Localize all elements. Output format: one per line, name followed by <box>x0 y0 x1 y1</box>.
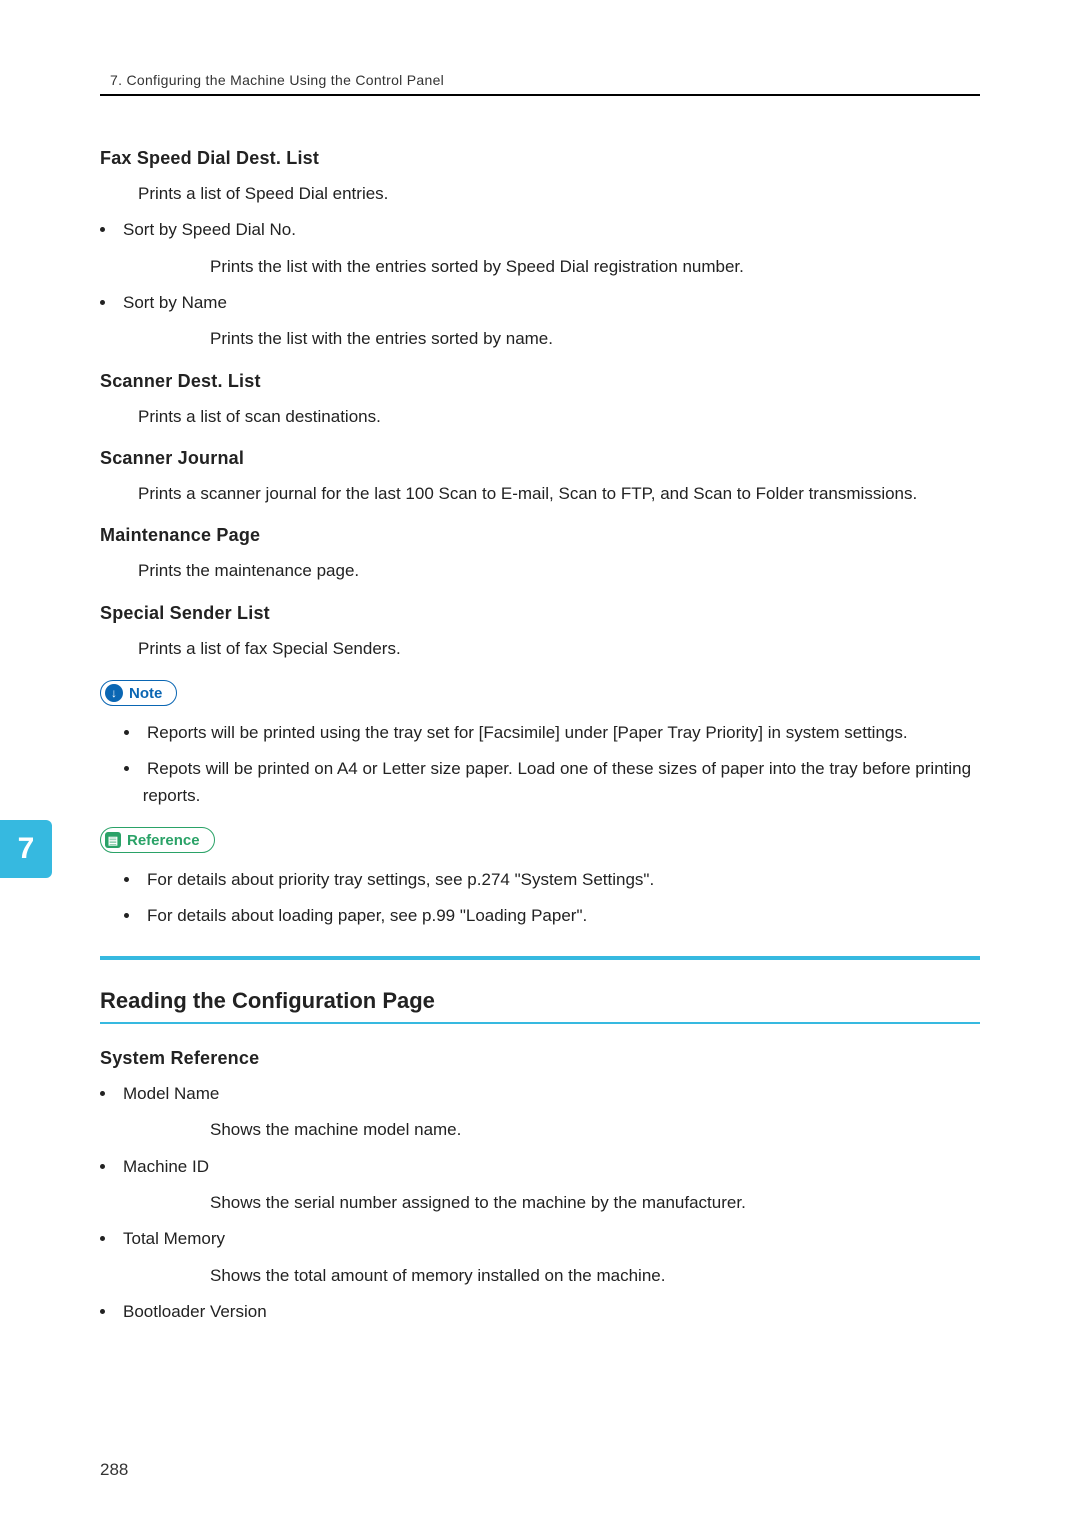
reference-callout: ▤ Reference <box>100 827 215 853</box>
list-item: Total Memory <box>100 1226 980 1252</box>
list-item: Model Name <box>100 1081 980 1107</box>
term-scanner-dest: Scanner Dest. List <box>100 371 980 392</box>
term-fax-speed-dial: Fax Speed Dial Dest. List <box>100 148 980 169</box>
list-item: Machine ID <box>100 1154 980 1180</box>
list-item: For details about loading paper, see p.9… <box>124 903 980 929</box>
reference-icon: ▤ <box>105 832 121 848</box>
maintenance-desc: Prints the maintenance page. <box>138 558 980 584</box>
fax-item-desc: Prints the list with the entries sorted … <box>210 326 980 352</box>
list-item: Sort by Name <box>100 290 980 316</box>
sysref-list: Bootloader Version <box>100 1299 980 1325</box>
sysref-desc: Shows the total amount of memory install… <box>210 1263 980 1289</box>
running-head: 7. Configuring the Machine Using the Con… <box>110 72 980 88</box>
term-maintenance: Maintenance Page <box>100 525 980 546</box>
note-callout: ↓ Note <box>100 680 177 706</box>
down-arrow-icon: ↓ <box>105 684 123 702</box>
sysref-desc: Shows the serial number assigned to the … <box>210 1190 980 1216</box>
scanner-dest-desc: Prints a list of scan destinations. <box>138 404 980 430</box>
list-item: For details about priority tray settings… <box>124 867 980 893</box>
reference-list: For details about priority tray settings… <box>124 867 980 930</box>
header-rule <box>100 94 980 96</box>
scanner-journal-desc: Prints a scanner journal for the last 10… <box>138 481 980 507</box>
fax-intro: Prints a list of Speed Dial entries. <box>138 181 980 207</box>
term-scanner-journal: Scanner Journal <box>100 448 980 469</box>
list-item: Sort by Speed Dial No. <box>100 217 980 243</box>
term-special-sender: Special Sender List <box>100 603 980 624</box>
sysref-list: Machine ID <box>100 1154 980 1180</box>
section-rule-bottom <box>100 1022 980 1024</box>
term-system-reference: System Reference <box>100 1048 980 1069</box>
list-item: Bootloader Version <box>100 1299 980 1325</box>
fax-item-list: Sort by Name <box>100 290 980 316</box>
fax-item-list: Sort by Speed Dial No. <box>100 217 980 243</box>
fax-item-desc: Prints the list with the entries sorted … <box>210 254 980 280</box>
note-label: Note <box>129 685 162 702</box>
page-number: 288 <box>100 1460 128 1480</box>
list-item: Reports will be printed using the tray s… <box>124 720 980 746</box>
section-heading: Reading the Configuration Page <box>100 988 980 1014</box>
page: 7 7. Configuring the Machine Using the C… <box>0 0 1080 1532</box>
sysref-desc: Shows the machine model name. <box>210 1117 980 1143</box>
sysref-list: Model Name <box>100 1081 980 1107</box>
special-sender-desc: Prints a list of fax Special Senders. <box>138 636 980 662</box>
list-item: Repots will be printed on A4 or Letter s… <box>124 756 980 809</box>
chapter-number: 7 <box>18 832 35 866</box>
section-rule-top <box>100 956 980 960</box>
chapter-tab: 7 <box>0 820 52 878</box>
sysref-list: Total Memory <box>100 1226 980 1252</box>
note-list: Reports will be printed using the tray s… <box>124 720 980 809</box>
reference-label: Reference <box>127 832 200 849</box>
